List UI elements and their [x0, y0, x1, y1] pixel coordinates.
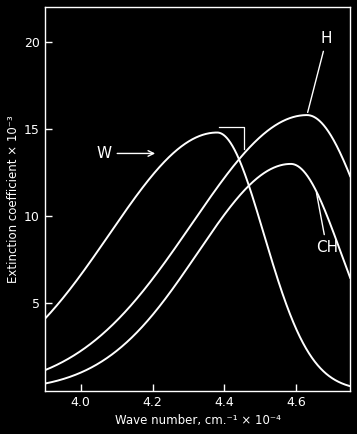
Text: CH: CH: [316, 193, 338, 255]
Y-axis label: Extinction coefficient × 10⁻³: Extinction coefficient × 10⁻³: [7, 115, 20, 283]
X-axis label: Wave number, cm.⁻¹ × 10⁻⁴: Wave number, cm.⁻¹ × 10⁻⁴: [115, 414, 280, 427]
Text: H: H: [308, 31, 332, 112]
Text: W: W: [96, 146, 154, 161]
